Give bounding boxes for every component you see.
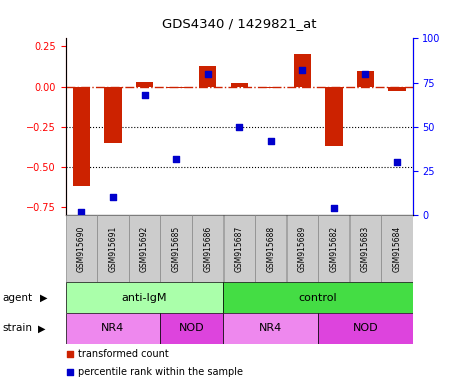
Bar bbox=[357, 71, 374, 86]
Text: NOD: NOD bbox=[179, 323, 204, 333]
Text: transformed count: transformed count bbox=[78, 349, 168, 359]
Text: ▶: ▶ bbox=[40, 293, 47, 303]
Point bbox=[109, 194, 117, 200]
Bar bbox=[223, 313, 318, 344]
Text: GSM915686: GSM915686 bbox=[203, 225, 212, 272]
Bar bbox=[262, 86, 280, 88]
Bar bbox=[136, 82, 153, 86]
Bar bbox=[294, 55, 311, 86]
Text: GSM915684: GSM915684 bbox=[393, 225, 401, 272]
Text: GSM915692: GSM915692 bbox=[140, 225, 149, 272]
Point bbox=[78, 209, 85, 215]
Bar bbox=[192, 215, 223, 282]
Text: NR4: NR4 bbox=[259, 323, 282, 333]
Bar bbox=[223, 282, 413, 313]
Text: NOD: NOD bbox=[353, 323, 378, 333]
Text: GSM915689: GSM915689 bbox=[298, 225, 307, 272]
Bar bbox=[167, 86, 185, 88]
Bar bbox=[388, 86, 406, 91]
Bar bbox=[73, 86, 90, 186]
Text: GSM915687: GSM915687 bbox=[234, 225, 244, 272]
Bar bbox=[66, 282, 223, 313]
Bar bbox=[129, 215, 160, 282]
Point bbox=[172, 156, 180, 162]
Text: GSM915683: GSM915683 bbox=[361, 225, 370, 272]
Point bbox=[393, 159, 401, 165]
Bar bbox=[287, 215, 318, 282]
Bar bbox=[381, 215, 413, 282]
Point bbox=[330, 205, 338, 211]
Point bbox=[235, 124, 243, 130]
Point bbox=[141, 92, 148, 98]
Point bbox=[267, 138, 274, 144]
Text: anti-IgM: anti-IgM bbox=[122, 293, 167, 303]
Text: GDS4340 / 1429821_at: GDS4340 / 1429821_at bbox=[162, 17, 317, 30]
Text: control: control bbox=[299, 293, 337, 303]
Bar bbox=[230, 83, 248, 86]
Bar bbox=[66, 313, 160, 344]
Text: percentile rank within the sample: percentile rank within the sample bbox=[78, 366, 243, 377]
Text: strain: strain bbox=[2, 323, 32, 333]
Text: GSM915691: GSM915691 bbox=[108, 225, 118, 272]
Bar bbox=[66, 215, 97, 282]
Bar bbox=[160, 215, 192, 282]
Point bbox=[299, 67, 306, 73]
Bar bbox=[98, 215, 129, 282]
Bar bbox=[199, 66, 216, 86]
Bar bbox=[224, 215, 255, 282]
Text: NR4: NR4 bbox=[101, 323, 125, 333]
Point bbox=[204, 71, 212, 77]
Point bbox=[362, 71, 369, 77]
Text: agent: agent bbox=[2, 293, 32, 303]
Bar bbox=[325, 86, 342, 146]
Bar bbox=[318, 215, 349, 282]
Point bbox=[66, 351, 74, 357]
Text: GSM915690: GSM915690 bbox=[77, 225, 86, 272]
Bar bbox=[104, 86, 121, 143]
Text: GSM915682: GSM915682 bbox=[329, 225, 338, 272]
Point bbox=[66, 369, 74, 375]
Text: ▶: ▶ bbox=[38, 323, 46, 333]
Bar bbox=[255, 215, 287, 282]
Bar bbox=[350, 215, 381, 282]
Bar bbox=[318, 313, 413, 344]
Text: GSM915685: GSM915685 bbox=[172, 225, 181, 272]
Text: GSM915688: GSM915688 bbox=[266, 225, 275, 272]
Bar bbox=[160, 313, 223, 344]
